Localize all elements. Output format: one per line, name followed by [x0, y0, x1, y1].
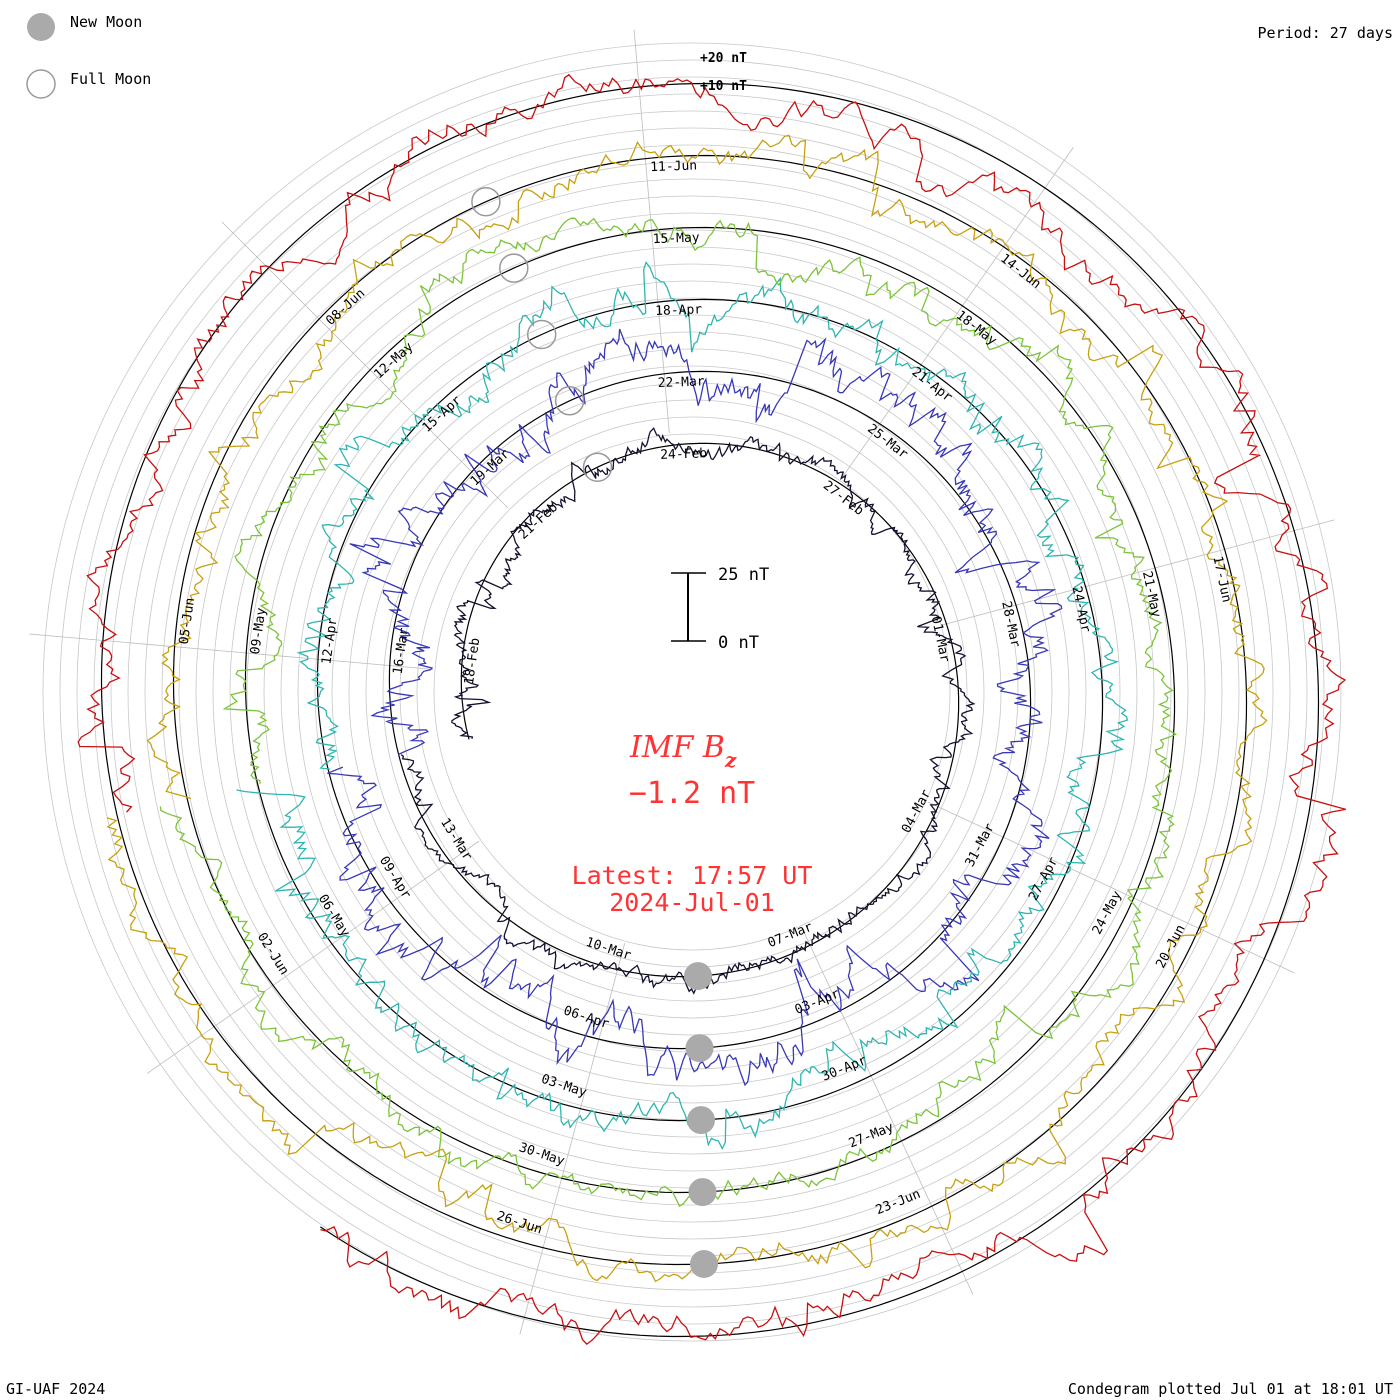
- current-value: −1.2 nT: [629, 776, 755, 811]
- new-moon-marker: [690, 1250, 718, 1278]
- date-tick-label: 22-Mar: [657, 374, 705, 391]
- date-tick-label: 02-Jun: [254, 930, 292, 978]
- date-tick-label: 11-Jun: [650, 158, 697, 175]
- spoke-line: [221, 221, 509, 509]
- latest-date: 2024-Jul-01: [609, 888, 775, 917]
- trace-2: [327, 328, 1063, 1087]
- ring-label-20: +20 nT: [700, 51, 747, 66]
- spoke-line: [927, 801, 1295, 974]
- chart-title: IMF Bz: [629, 730, 737, 772]
- spoke-line: [29, 633, 434, 670]
- date-tick-label: 06-Apr: [562, 1003, 611, 1032]
- date-tick-label: 31-Mar: [963, 821, 998, 870]
- grid-ring: [76, 76, 1308, 1308]
- full-moon-marker: [554, 386, 585, 416]
- grid-ring: [161, 161, 1223, 1223]
- rotation-baselines: [100, 82, 1320, 1338]
- date-tick-label: 01-Mar: [928, 615, 952, 664]
- day-spokes: [29, 29, 1335, 1335]
- date-tick-label: 09-May: [248, 607, 269, 656]
- grid-ring: [212, 212, 1172, 1172]
- new-moon-marker: [688, 1178, 717, 1207]
- grid-ring: [280, 280, 1104, 1104]
- grid-ring: [42, 42, 1342, 1342]
- date-tick-label: 24-Feb: [660, 446, 708, 463]
- grid-ring: [144, 144, 1240, 1240]
- plotted-label: Condegram plotted Jul 01 at 18:01 UT: [1068, 1380, 1393, 1398]
- date-tick-label: 20-Jun: [1153, 922, 1188, 971]
- date-tick-label: 13-Mar: [437, 816, 475, 864]
- new-moon-marker: [684, 962, 712, 991]
- date-tick-label: 04-Mar: [899, 787, 934, 836]
- grid-ring: [297, 297, 1087, 1087]
- scale-top-label: 25 nT: [718, 565, 769, 585]
- trace-1: [400, 427, 976, 995]
- legend-new-moon-label: New Moon: [70, 13, 142, 31]
- grid-ring: [433, 433, 951, 951]
- full-moon-marker: [526, 319, 557, 350]
- new-moon-marker: [687, 1106, 715, 1135]
- latest-time: Latest: 17:57 UT: [572, 861, 813, 890]
- full-moon-marker: [499, 253, 529, 283]
- date-tick-label: 28-Mar: [998, 600, 1022, 649]
- date-tick-label: 25-Mar: [864, 421, 910, 462]
- spoke-line: [147, 840, 480, 1074]
- legend-full-moon-label: Full Moon: [70, 70, 151, 88]
- spoke-line: [519, 943, 626, 1335]
- new-moon-marker: [685, 1034, 714, 1063]
- scale-bar: 25 nT 0 nT: [671, 565, 769, 653]
- grid-ring: [365, 365, 1019, 1019]
- grid-ring: [59, 59, 1325, 1325]
- legend: New Moon Full Moon: [26, 13, 151, 99]
- full-moon-marker: [471, 186, 501, 217]
- grid-ring: [229, 229, 1155, 1155]
- trace-6: [77, 73, 1347, 1345]
- date-tick-label: 05-Jun: [177, 597, 198, 646]
- spoke-line: [801, 927, 974, 1295]
- trace-5: [106, 134, 1268, 1283]
- baseline-spiral: [100, 82, 1320, 1338]
- date-tick-label: 12-Apr: [319, 617, 340, 666]
- ring-label-10: +10 nT: [700, 79, 747, 94]
- data-traces: [77, 73, 1347, 1345]
- date-tick-label: 26-Jun: [495, 1209, 544, 1238]
- date-tick-label: 14-Jun: [997, 251, 1043, 292]
- scale-bottom-label: 0 nT: [718, 633, 759, 653]
- new-moon-legend-icon: [27, 13, 55, 41]
- period-label: Period: 27 days: [1258, 24, 1393, 42]
- date-tick-label: 18-Feb: [462, 637, 483, 686]
- date-tick-label: 15-May: [652, 230, 700, 247]
- date-tick-label: 10-Mar: [584, 935, 633, 964]
- date-tick-labels: 18-Feb21-Feb24-Feb27-Feb01-Mar04-Mar07-M…: [177, 158, 1234, 1237]
- date-tick-label: 27-Apr: [1026, 855, 1061, 904]
- grid-ring: [246, 246, 1138, 1138]
- date-tick-label: 24-Apr: [1069, 585, 1093, 634]
- grid-ring: [314, 314, 1070, 1070]
- full-moon-marker: [582, 452, 613, 482]
- spoke-line: [943, 519, 1335, 626]
- polar-grid: [42, 42, 1342, 1342]
- date-tick-label: 27-Feb: [820, 478, 866, 519]
- date-tick-label: 18-Apr: [655, 302, 703, 319]
- credit-label: GI-UAF 2024: [6, 1380, 105, 1398]
- date-tick-label: 16-Mar: [391, 627, 412, 676]
- grid-ring: [127, 127, 1257, 1257]
- moon-phase-markers: [471, 186, 718, 1278]
- trace-3: [236, 261, 1129, 1151]
- grid-ring: [110, 110, 1274, 1274]
- trace-4: [159, 217, 1178, 1208]
- full-moon-legend-icon: [26, 69, 56, 99]
- grid-ring: [178, 178, 1206, 1206]
- grid-ring: [93, 93, 1291, 1291]
- spoke-line: [633, 29, 670, 434]
